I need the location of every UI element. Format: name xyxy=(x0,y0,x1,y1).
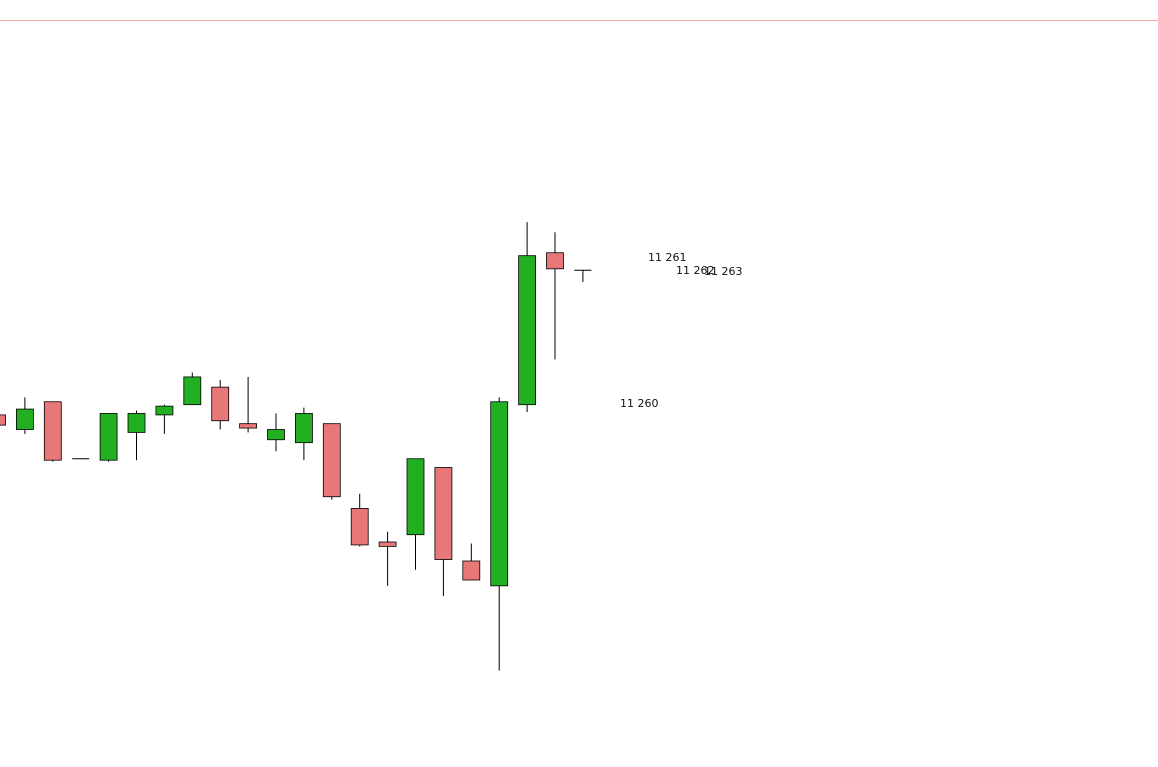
price-annotation: 11 262 xyxy=(676,264,715,277)
candle-body xyxy=(155,405,174,416)
candle-body xyxy=(183,376,202,406)
candle-body xyxy=(462,560,481,581)
candle-body xyxy=(490,401,509,587)
candle-body xyxy=(518,255,536,406)
candle-body xyxy=(0,414,6,426)
candle-body xyxy=(434,467,453,560)
candle-body xyxy=(239,423,258,429)
candle-body xyxy=(15,408,34,430)
candle-body xyxy=(43,401,62,461)
candle-body xyxy=(267,429,285,441)
candle-body xyxy=(350,508,369,546)
price-annotation: 11 261 xyxy=(648,251,687,264)
candle-body xyxy=(211,386,230,422)
price-annotation: 11 263 xyxy=(704,265,743,278)
candle-body xyxy=(99,413,118,461)
candle-body xyxy=(406,458,425,536)
price-annotation: 11 260 xyxy=(620,397,659,410)
candle-body xyxy=(378,541,397,547)
candle-body xyxy=(322,423,341,498)
candle-body xyxy=(127,413,146,433)
candle-body xyxy=(546,252,564,270)
candle-body xyxy=(294,413,313,444)
